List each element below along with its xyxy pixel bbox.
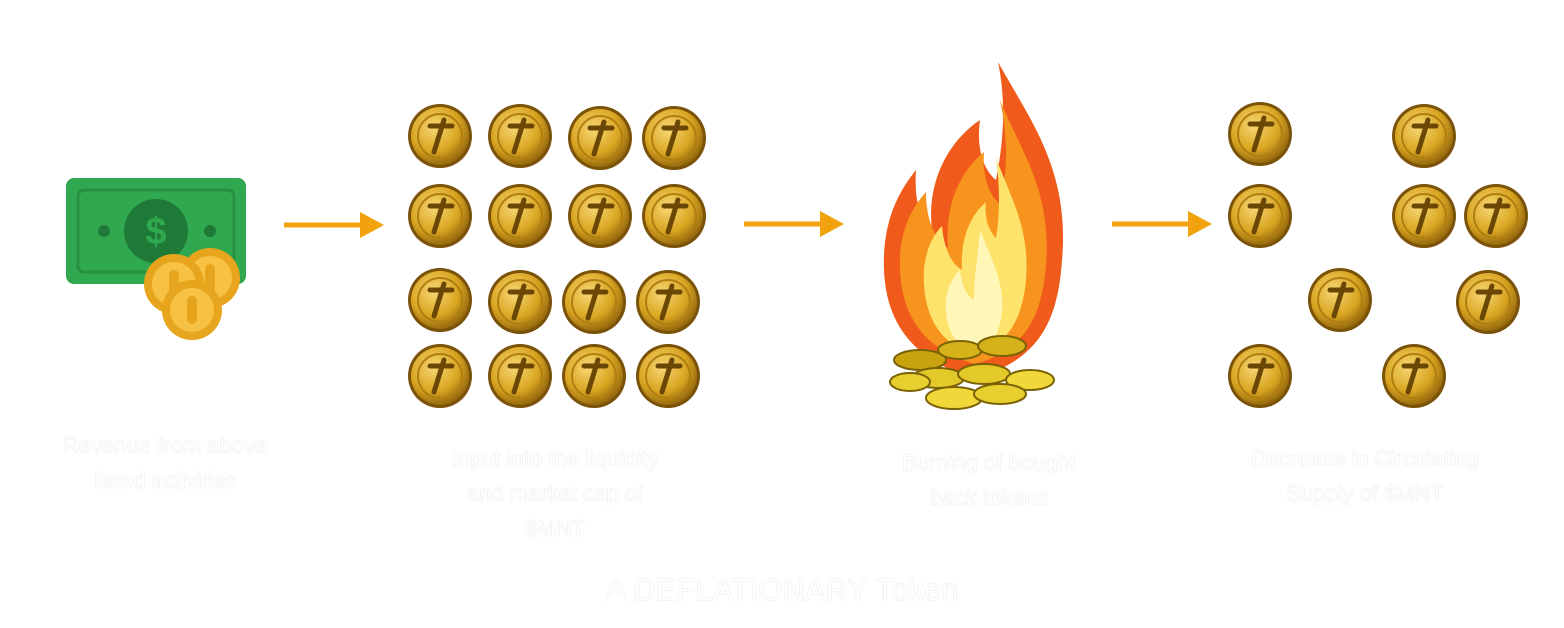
coin-grid-icon [408, 104, 706, 408]
gold-coin-icon [1456, 270, 1520, 334]
gold-coin-icon [408, 268, 472, 332]
step-caption-revenue: Revenue from above listed activities [62, 433, 268, 493]
gold-coin-icon [642, 106, 706, 170]
gold-coin-icon [1228, 102, 1292, 166]
step-caption-burning: Burning of bought back tokens [902, 450, 1076, 510]
gold-coin-icon [408, 184, 472, 248]
footer-title: A DEFLATIONARY Token [605, 572, 959, 607]
fire-icon [883, 62, 1064, 410]
gold-coin-icon [568, 184, 632, 248]
money-icon: $ [66, 178, 246, 340]
gold-coin-icon [562, 270, 626, 334]
arrow-right-icon [284, 212, 384, 238]
gold-coin-icon [1228, 344, 1292, 408]
gold-coin-icon [1392, 184, 1456, 248]
sparse-coins-icon [1228, 102, 1528, 408]
gold-coin-icon [1392, 104, 1456, 168]
gold-coin-icon [1464, 184, 1528, 248]
step-caption-supply: Decrease in Circulating Supply of $MNT [1251, 446, 1479, 506]
gold-coin-icon [488, 344, 552, 408]
gold-coin-icon [636, 270, 700, 334]
gold-coin-icon [488, 184, 552, 248]
gold-coin-icon [562, 344, 626, 408]
gold-coin-icon [488, 104, 552, 168]
step-caption-liquidity: Input into the liquidity and market cap … [451, 446, 659, 541]
arrow-right-icon [744, 211, 844, 237]
gold-coin-icon [1308, 268, 1372, 332]
gold-coin-icon [1228, 184, 1292, 248]
gold-coin-icon [162, 280, 222, 340]
gold-coin-icon [636, 344, 700, 408]
arrow-right-icon [1112, 211, 1212, 237]
gold-coin-icon [642, 184, 706, 248]
gold-coin-icon [1382, 344, 1446, 408]
gold-coin-icon [568, 106, 632, 170]
gold-coin-icon [408, 344, 472, 408]
gold-coin-icon [488, 270, 552, 334]
coin-pile-icon [889, 335, 1055, 410]
svg-text:$: $ [145, 211, 166, 253]
gold-coin-icon [408, 104, 472, 168]
